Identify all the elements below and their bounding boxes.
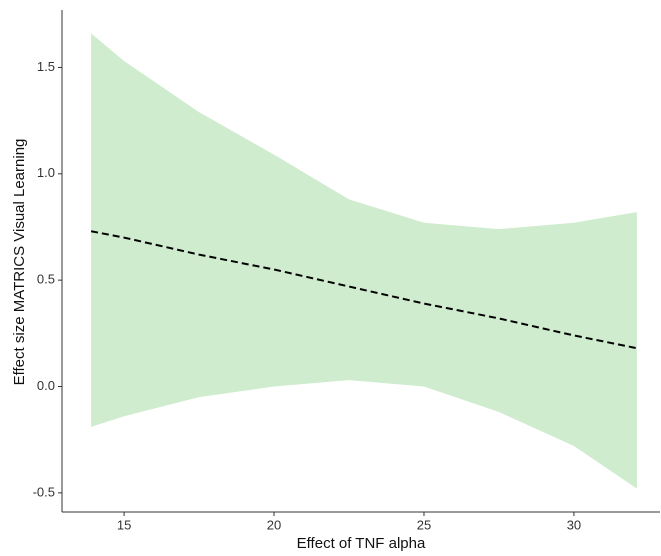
x-tick-label: 25 <box>417 517 431 532</box>
x-tick-label: 15 <box>117 517 131 532</box>
x-tick-label: 30 <box>567 517 581 532</box>
x-axis-title: Effect of TNF alpha <box>297 535 426 552</box>
y-tick-label: 1.0 <box>37 165 55 180</box>
y-tick-label: 0.5 <box>37 272 55 287</box>
y-tick-label: -0.5 <box>33 484 55 499</box>
y-tick-label: 1.5 <box>37 59 55 74</box>
fit-line <box>90 230 638 350</box>
y-axis-title: Effect size MATRICS Visual Learning <box>11 139 28 386</box>
confidence-band <box>91 33 637 489</box>
y-tick-label: 0.0 <box>37 378 55 393</box>
x-tick-label: 20 <box>267 517 281 532</box>
